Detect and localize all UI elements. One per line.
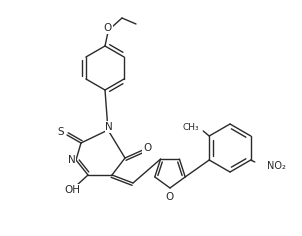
Text: NO₂: NO₂ — [267, 161, 286, 171]
Text: OH: OH — [64, 185, 80, 195]
Text: O: O — [143, 143, 151, 153]
Text: N: N — [68, 155, 76, 165]
Text: N: N — [105, 122, 113, 132]
Text: O: O — [166, 192, 174, 202]
Text: O: O — [104, 23, 112, 33]
Text: S: S — [58, 127, 64, 137]
Text: CH₃: CH₃ — [183, 123, 199, 132]
